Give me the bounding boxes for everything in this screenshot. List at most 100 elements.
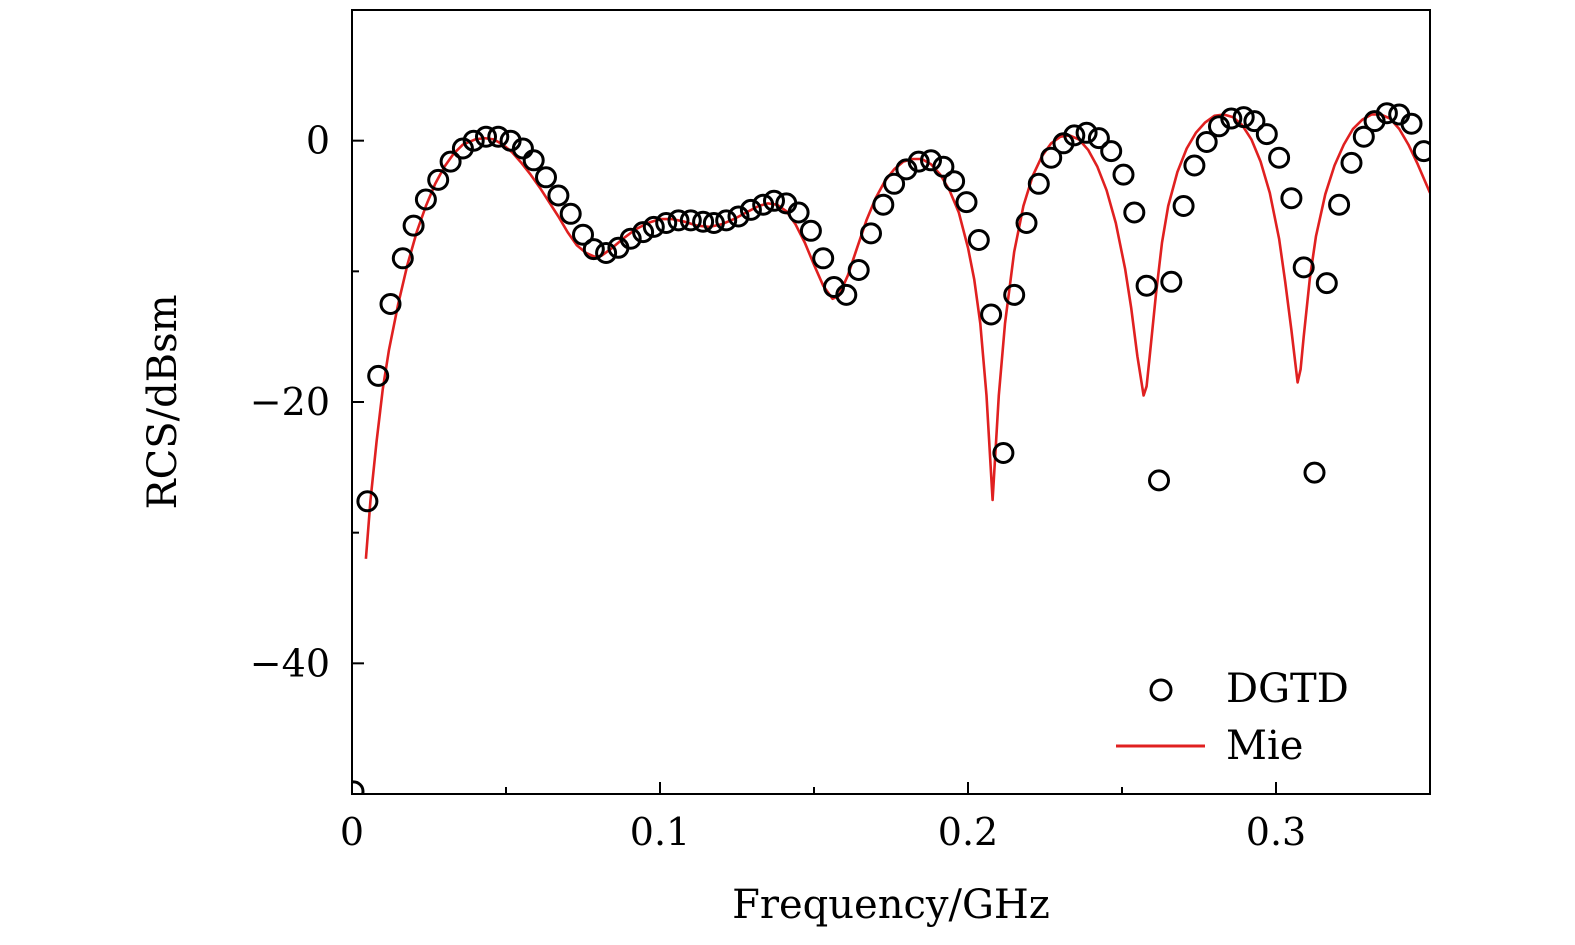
x-axis-label: Frequency/GHz — [732, 882, 1050, 928]
tick-labels: 0 0.1 0.2 0.3 0 −20 −40 — [250, 119, 1306, 854]
dgtd-point — [1075, 121, 1098, 144]
dgtd-point — [1292, 256, 1315, 279]
dgtd-point — [932, 155, 955, 178]
x-tick-label: 0.1 — [630, 810, 690, 854]
dgtd-point — [667, 209, 690, 232]
dgtd-point — [559, 202, 582, 225]
dgtd-point — [1195, 131, 1218, 153]
y-tick-label: −40 — [250, 641, 330, 685]
dgtd-point — [812, 247, 835, 270]
legend: DGTD Mie — [1116, 666, 1349, 769]
dgtd-point — [475, 125, 497, 148]
dgtd-point — [1183, 154, 1206, 177]
dgtd-point — [1027, 172, 1050, 195]
dgtd-point — [547, 184, 570, 207]
dgtd-point — [799, 219, 822, 242]
dgtd-point — [1303, 461, 1326, 484]
dgtd-point — [835, 283, 858, 306]
dgtd-point — [715, 209, 738, 232]
dgtd-point — [619, 227, 642, 250]
dgtd-point — [391, 247, 414, 270]
plot-frame — [351, 9, 1431, 795]
mie-series — [364, 113, 1430, 559]
dgtd-point — [1255, 123, 1278, 146]
dgtd-point — [787, 201, 810, 224]
dgtd-point — [967, 229, 990, 251]
dgtd-point — [1135, 274, 1158, 297]
dgtd-point — [1087, 127, 1110, 150]
dgtd-point — [727, 205, 750, 228]
dgtd-point — [1160, 270, 1183, 293]
dgtd-point — [1112, 163, 1135, 186]
dgtd-point — [1003, 283, 1026, 306]
dgtd-point — [572, 223, 594, 246]
dgtd-point — [739, 198, 762, 221]
x-tick-label: 0.3 — [1246, 810, 1306, 854]
dgtd-point — [1063, 124, 1086, 147]
dgtd-point — [367, 364, 390, 387]
dgtd-point — [511, 137, 534, 160]
dgtd-point — [414, 188, 437, 211]
dgtd-point — [595, 242, 618, 264]
dgtd-point — [955, 191, 978, 214]
dgtd-point — [860, 222, 882, 245]
dgtd-point — [522, 149, 545, 172]
dgtd-point — [352, 780, 365, 794]
dgtd-point — [702, 212, 725, 234]
dgtd-point — [1340, 151, 1363, 174]
dgtd-point — [402, 214, 425, 237]
x-tick-label: 0.2 — [938, 810, 998, 854]
dgtd-point — [1280, 187, 1303, 210]
dgtd-point — [1243, 110, 1266, 133]
dgtd-point — [379, 293, 402, 315]
dgtd-point — [1232, 106, 1255, 129]
dgtd-point — [655, 212, 678, 234]
legend-mie-label: Mie — [1226, 723, 1303, 769]
dgtd-point — [1268, 146, 1291, 169]
y-tick-label: 0 — [306, 119, 330, 163]
plot-area — [352, 102, 1430, 794]
dgtd-point — [1400, 112, 1423, 135]
dgtd-point — [535, 166, 557, 189]
dgtd-point — [920, 149, 942, 172]
dgtd-point — [356, 490, 379, 513]
y-axis-label: RCS/dBsm — [140, 294, 186, 509]
dgtd-point — [1100, 140, 1123, 163]
dgtd-point — [1172, 195, 1195, 217]
dgtd-point — [763, 189, 785, 212]
mie-line — [364, 113, 1430, 559]
dgtd-point — [679, 209, 702, 232]
dgtd-point — [1123, 201, 1146, 224]
dgtd-point — [427, 168, 450, 191]
dgtd-point — [582, 238, 605, 261]
dgtd-point — [907, 150, 930, 173]
dgtd-point — [642, 215, 665, 238]
dgtd-point — [1328, 193, 1351, 216]
x-tick-label: 0 — [340, 810, 364, 854]
dgtd-point — [1352, 125, 1375, 148]
dgtd-point — [487, 125, 510, 148]
legend-dgtd-marker — [1149, 678, 1173, 702]
dgtd-point — [1040, 146, 1063, 169]
dgtd-point — [1375, 102, 1398, 125]
dgtd-point — [1220, 107, 1243, 130]
dgtd-point — [692, 210, 715, 233]
dgtd-point — [752, 193, 775, 216]
dgtd-point — [872, 193, 895, 216]
axis-ticks — [351, 139, 1277, 794]
dgtd-point — [1015, 212, 1038, 234]
dgtd-point — [1148, 469, 1170, 492]
dgtd-point — [847, 259, 870, 281]
dgtd-point — [980, 303, 1003, 326]
dgtd-point — [1315, 272, 1338, 295]
dgtd-point — [1412, 140, 1430, 163]
dgtd-point — [439, 150, 462, 173]
dgtd-point — [462, 129, 485, 152]
legend-dgtd-label: DGTD — [1226, 666, 1349, 712]
dgtd-point — [632, 221, 655, 244]
dgtd-series — [352, 102, 1430, 794]
dgtd-point — [943, 170, 966, 193]
y-tick-label: −20 — [250, 380, 330, 424]
dgtd-point — [992, 442, 1015, 464]
